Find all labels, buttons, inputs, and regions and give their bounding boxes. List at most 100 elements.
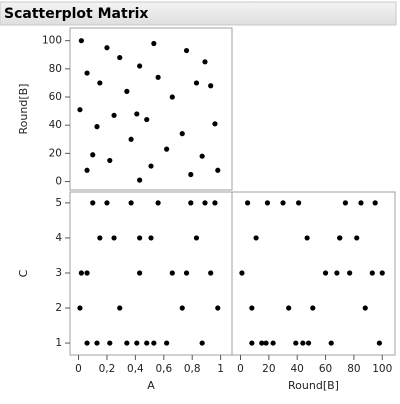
x-tick-label: 0 bbox=[237, 363, 244, 375]
panel-frame bbox=[69, 191, 233, 356]
panel-frame bbox=[231, 191, 396, 356]
x-tick-label: 0,8 bbox=[184, 363, 201, 375]
data-point bbox=[199, 153, 205, 159]
y-tick-label: 100 bbox=[42, 35, 62, 47]
data-point bbox=[155, 200, 161, 206]
data-point bbox=[199, 340, 205, 346]
y-tick-label: 40 bbox=[49, 119, 62, 131]
data-point bbox=[124, 340, 130, 346]
data-point bbox=[104, 200, 110, 206]
data-point bbox=[244, 200, 251, 206]
data-point bbox=[107, 340, 113, 346]
data-point bbox=[111, 235, 117, 241]
data-point bbox=[151, 40, 157, 47]
data-point bbox=[78, 38, 84, 44]
data-point bbox=[263, 340, 269, 346]
header-bar[interactable] bbox=[0, 1, 397, 26]
data-point bbox=[270, 340, 276, 346]
data-point bbox=[134, 111, 140, 117]
data-point bbox=[362, 305, 368, 311]
x-tick-label: 0,4 bbox=[127, 363, 144, 375]
data-point bbox=[259, 340, 265, 346]
y-tick-label: 4 bbox=[55, 232, 62, 244]
data-point bbox=[124, 88, 130, 94]
x-tick-label: 40 bbox=[291, 363, 304, 375]
data-point bbox=[280, 200, 286, 206]
x-tick-label: 100 bbox=[372, 363, 392, 375]
data-point bbox=[249, 305, 255, 311]
data-point bbox=[337, 235, 343, 241]
data-point bbox=[310, 305, 316, 311]
data-point bbox=[202, 59, 208, 65]
data-point bbox=[208, 83, 214, 89]
data-point bbox=[84, 340, 90, 346]
data-point bbox=[249, 340, 255, 346]
x-tick-label: 1 bbox=[217, 363, 224, 375]
y-tick-label: 0 bbox=[55, 176, 62, 188]
data-point bbox=[111, 112, 117, 118]
x-tick-label: 20 bbox=[262, 363, 275, 375]
data-point bbox=[144, 116, 150, 123]
x-tick-label: 0,2 bbox=[99, 363, 116, 375]
y-tick-label: 1 bbox=[55, 337, 62, 349]
header-title: Scatterplot Matrix bbox=[4, 6, 148, 22]
data-point bbox=[358, 200, 364, 206]
data-point bbox=[144, 340, 150, 346]
y-axis-title: C bbox=[17, 269, 30, 277]
data-point bbox=[104, 45, 110, 51]
data-point bbox=[164, 146, 170, 152]
data-point bbox=[293, 340, 299, 346]
data-point bbox=[137, 177, 143, 183]
data-point bbox=[78, 270, 84, 276]
x-tick-label: 80 bbox=[347, 363, 360, 375]
data-point bbox=[188, 200, 194, 206]
data-point bbox=[84, 270, 90, 276]
data-point bbox=[305, 340, 312, 346]
data-point bbox=[94, 124, 100, 130]
panel-frame bbox=[69, 27, 233, 191]
y-tick-label: 60 bbox=[49, 91, 62, 103]
x-axis-title: A bbox=[147, 379, 155, 392]
data-point bbox=[300, 340, 306, 346]
y-tick-label: 2 bbox=[55, 302, 62, 314]
data-point bbox=[169, 94, 175, 100]
data-point bbox=[77, 305, 83, 311]
data-point bbox=[164, 340, 170, 346]
data-point bbox=[137, 270, 143, 276]
data-point bbox=[134, 340, 140, 346]
data-point bbox=[137, 235, 143, 241]
x-tick-label: 60 bbox=[319, 363, 332, 375]
data-point bbox=[215, 305, 221, 311]
data-point bbox=[84, 70, 90, 76]
data-point bbox=[128, 200, 134, 206]
data-point bbox=[286, 305, 292, 311]
data-point bbox=[97, 80, 103, 86]
y-axis-title: Round[B] bbox=[17, 84, 30, 135]
data-point bbox=[84, 167, 90, 173]
x-tick-label: 0,6 bbox=[155, 363, 172, 375]
data-point bbox=[188, 171, 194, 178]
data-point bbox=[212, 200, 218, 206]
y-tick-label: 5 bbox=[55, 197, 62, 209]
data-point bbox=[183, 47, 190, 54]
y-tick-label: 3 bbox=[55, 267, 62, 279]
data-point bbox=[239, 270, 245, 276]
data-point bbox=[90, 200, 96, 206]
data-point bbox=[212, 121, 218, 127]
data-point bbox=[208, 270, 214, 276]
data-point bbox=[379, 270, 385, 276]
data-point bbox=[94, 340, 100, 346]
data-point bbox=[304, 235, 310, 241]
data-point bbox=[128, 136, 134, 142]
x-tick-label: 0 bbox=[75, 363, 82, 375]
data-point bbox=[148, 163, 154, 169]
data-point bbox=[183, 270, 190, 276]
data-point bbox=[77, 107, 83, 113]
x-axis-title: Round[B] bbox=[288, 379, 339, 392]
data-point bbox=[107, 157, 113, 164]
data-point bbox=[97, 235, 103, 241]
data-point bbox=[117, 305, 123, 311]
data-point bbox=[202, 200, 208, 206]
data-point bbox=[334, 270, 340, 276]
data-point bbox=[369, 270, 375, 276]
